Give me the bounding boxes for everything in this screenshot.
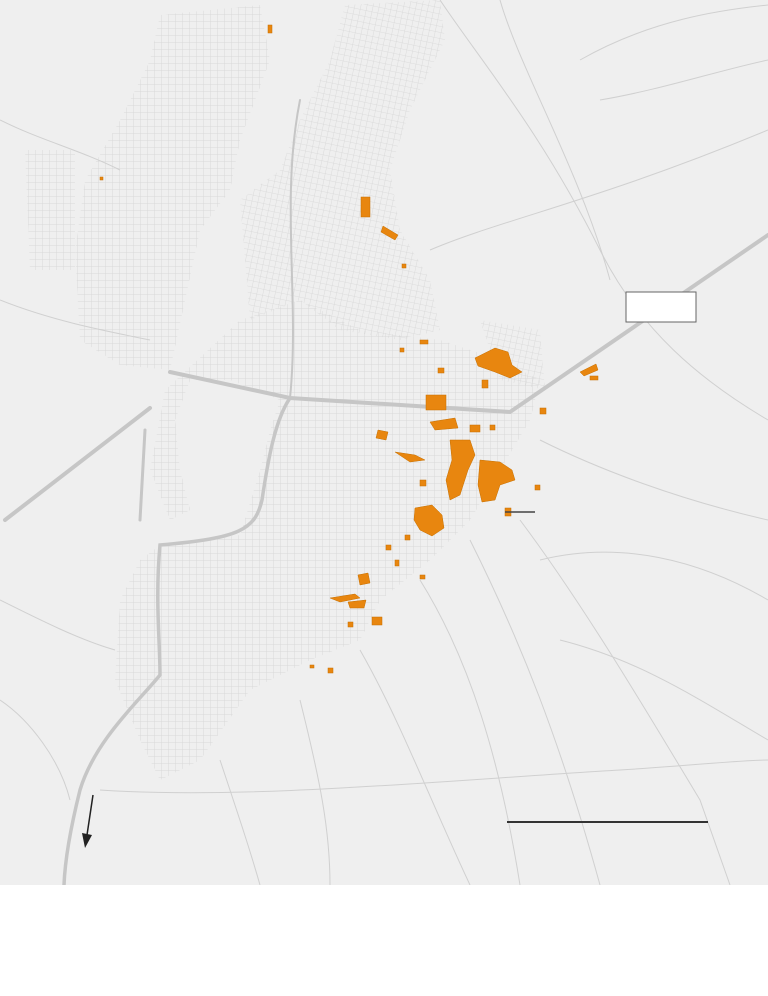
north-arrow [82, 794, 94, 848]
label-box [625, 291, 697, 323]
street-grid [25, 0, 545, 780]
map [0, 0, 768, 885]
minor-roads [0, 0, 768, 885]
footer-area [0, 885, 768, 996]
major-roads [3, 99, 768, 885]
highlighted-area [99, 24, 599, 674]
